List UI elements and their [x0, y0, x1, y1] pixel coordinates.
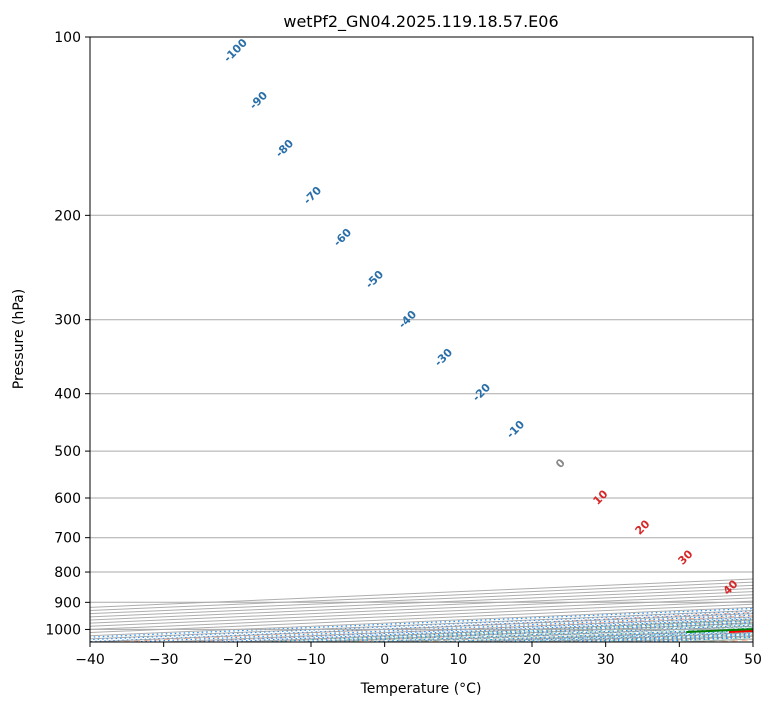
- y-tick-label: 200: [54, 208, 81, 224]
- y-tick-label: 400: [54, 387, 81, 403]
- x-tick-label: −30: [149, 652, 179, 668]
- x-tick-label: 50: [744, 652, 762, 668]
- x-axis-ticks: −40 −30 −20 −10 0 10 20 30 40 50: [75, 642, 762, 668]
- y-tick-label: 500: [54, 444, 81, 460]
- y-tick-label: 1000: [45, 622, 81, 638]
- plot-frame: [89, 36, 754, 643]
- isobars: [90, 37, 753, 630]
- x-tick-label: 40: [670, 652, 688, 668]
- x-tick-label: 20: [523, 652, 541, 668]
- x-tick-label: −20: [223, 652, 253, 668]
- y-tick-label: 900: [54, 595, 81, 611]
- y-axis-ticks: 100 200 300 400 500 600 700 800 900 1000: [45, 30, 90, 638]
- y-tick-label: 600: [54, 491, 81, 507]
- x-tick-label: −40: [75, 652, 105, 668]
- mixing-ratio-line: [90, 607, 753, 638]
- y-axis-label: Pressure (hPa): [11, 289, 27, 389]
- y-tick-label: 700: [54, 531, 81, 547]
- x-tick-label: −10: [296, 652, 326, 668]
- chart-title: wetPf2_GN04.2025.119.18.57.E06: [283, 12, 558, 32]
- x-tick-label: 30: [597, 652, 615, 668]
- y-tick-label: 100: [54, 30, 81, 46]
- x-tick-label: 0: [380, 652, 389, 668]
- x-axis-label: Temperature (°C): [360, 681, 482, 697]
- y-tick-label: 300: [54, 313, 81, 329]
- y-tick-label: 800: [54, 565, 81, 581]
- x-tick-label: 10: [449, 652, 467, 668]
